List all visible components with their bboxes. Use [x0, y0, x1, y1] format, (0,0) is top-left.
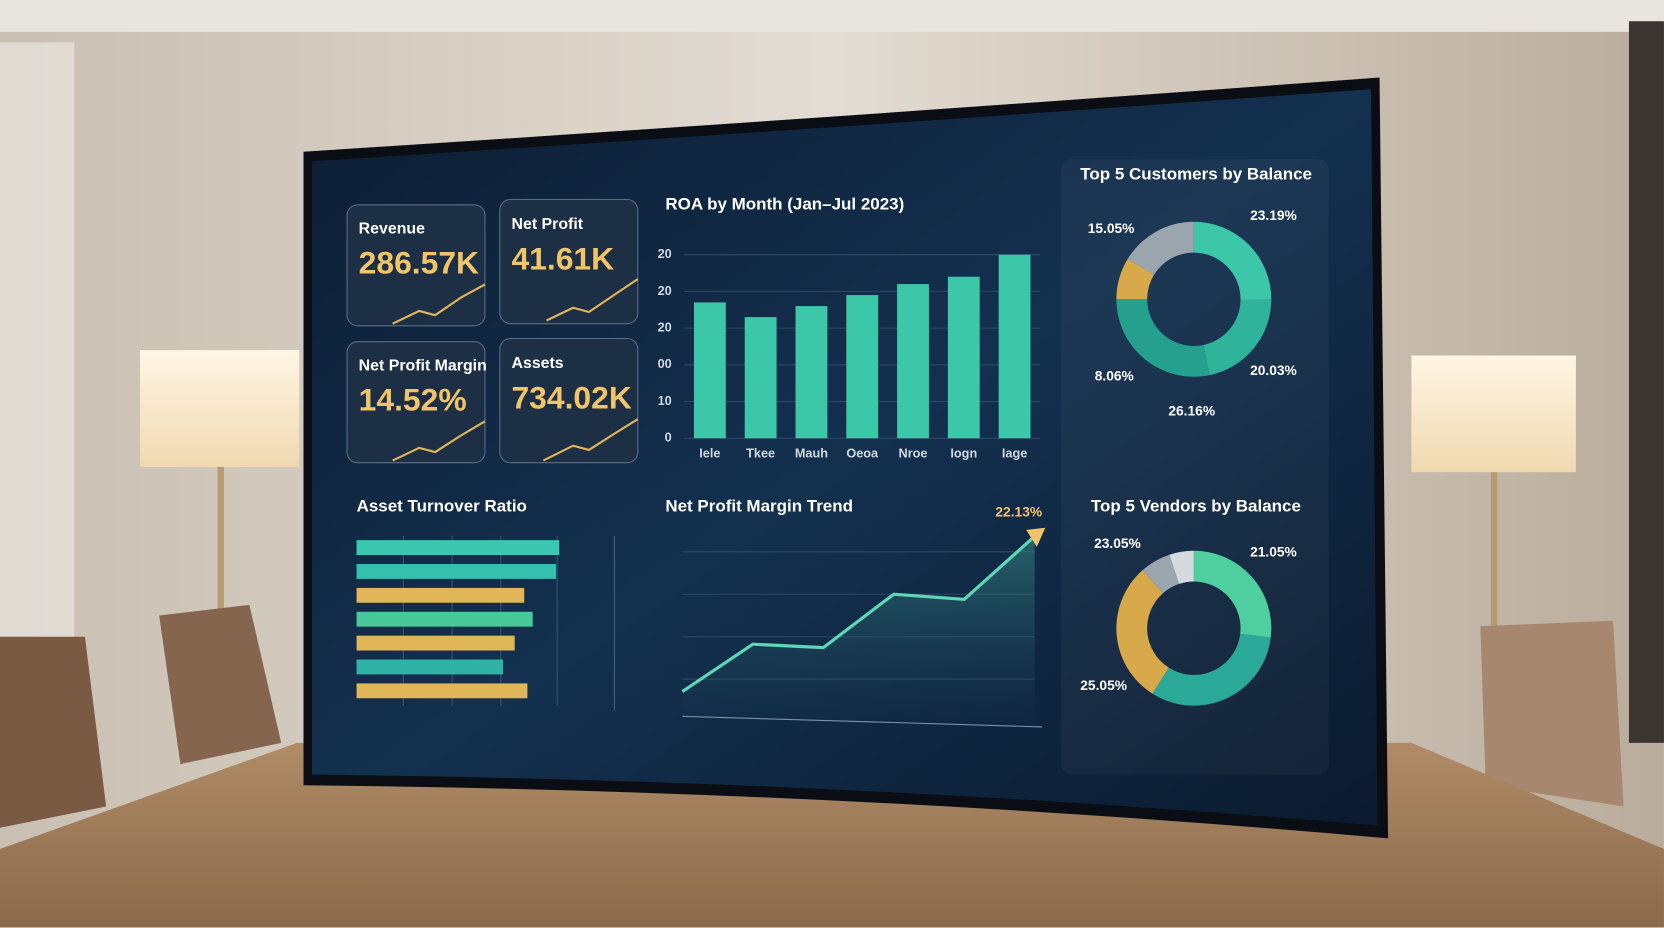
x-tick-label: Iogn	[950, 446, 977, 461]
chart-title: Asset Turnover Ratio	[357, 497, 527, 516]
door-frame	[1628, 21, 1664, 743]
data-label: 26.16%	[1168, 403, 1215, 418]
annotation: 22.13%	[995, 505, 1042, 520]
x-tick-label: Tkee	[746, 446, 775, 461]
donut-segment	[1116, 299, 1210, 377]
bar	[356, 611, 533, 627]
sparkline	[546, 278, 639, 322]
data-label: 8.06%	[1095, 368, 1134, 383]
sparkline	[392, 420, 486, 462]
donut-segment	[1193, 221, 1272, 300]
kpi-label: Assets	[511, 355, 563, 372]
ceiling	[0, 0, 1664, 32]
bar	[846, 295, 879, 439]
y-tick-label: 0	[665, 430, 672, 445]
y-tick-label: 20	[658, 246, 672, 261]
kpi-value: 14.52%	[359, 382, 467, 418]
line-baseline	[682, 715, 1043, 728]
lamp-pole	[217, 466, 224, 637]
kpi-value: 734.02K	[511, 379, 631, 415]
lamp-right	[1411, 355, 1576, 473]
lamp-left	[140, 350, 300, 467]
sparkline	[542, 418, 639, 462]
x-tick-label: Nroe	[899, 446, 928, 461]
charts: 0 10 00 20 20 20 Iele Tkee Mauh Oeoa Nroe Iogn Iage 2…	[356, 208, 1297, 722]
chair	[1480, 620, 1624, 807]
y-tick-label: 00	[658, 356, 672, 371]
bar	[356, 635, 515, 651]
bar	[744, 317, 777, 439]
y-tick-label: 20	[658, 283, 672, 298]
kpi-card: Net Profit 41.61K	[499, 198, 639, 325]
x-tick-label: Oeoa	[846, 446, 879, 461]
kpi-card: Revenue 286.57K	[346, 204, 486, 327]
y-tick-label: 20	[658, 319, 672, 334]
y-tick-label: 10	[658, 393, 672, 408]
area	[682, 536, 1035, 722]
donut-segment	[1169, 550, 1194, 584]
chair	[159, 604, 282, 765]
card	[346, 341, 486, 464]
data-label: 25.05%	[1080, 678, 1127, 693]
window	[0, 42, 75, 658]
chart-title: Net Profit Margin Trend	[665, 497, 853, 516]
x-tick-label: Mauh	[795, 446, 828, 461]
bar	[356, 587, 525, 603]
bar	[693, 302, 726, 439]
x-tick-label: Iage	[1002, 446, 1027, 461]
bar	[356, 540, 560, 556]
x-tick-label: Iele	[699, 446, 720, 461]
donut-segment	[1127, 221, 1194, 275]
donut-segment	[1116, 258, 1155, 300]
data-label: 23.19%	[1250, 208, 1297, 223]
kpi-label: Net Profit	[511, 216, 583, 233]
kpi-value: 286.57K	[359, 245, 479, 281]
chair	[0, 636, 107, 828]
sparkline	[392, 283, 486, 325]
donut-segment	[1142, 554, 1180, 594]
card	[499, 337, 639, 464]
bar	[795, 306, 828, 439]
card	[346, 204, 486, 327]
chart-title: ROA by Month (Jan–Jul 2023)	[665, 194, 904, 213]
bar	[947, 276, 980, 439]
lamp-pole	[1490, 472, 1498, 632]
bar	[356, 683, 528, 699]
kpi-label: Revenue	[359, 220, 425, 237]
kpi-card: Net Profit Margin 14.52%	[346, 341, 487, 464]
data-label: 20.03%	[1250, 363, 1297, 378]
trend-line	[681, 535, 1036, 693]
arrow-head	[1026, 527, 1046, 547]
donut-segment	[1203, 299, 1272, 376]
kpi-label: Net Profit Margin	[359, 357, 487, 374]
bar	[356, 564, 557, 579]
chart-title: Top 5 Vendors by Balance	[1091, 497, 1301, 516]
bar	[356, 659, 504, 675]
chart-title: Top 5 Customers by Balance	[1080, 165, 1312, 184]
donut-segment	[1116, 570, 1169, 694]
bar	[897, 284, 929, 439]
kpi-value: 41.61K	[511, 240, 614, 276]
bar	[998, 254, 1031, 439]
donut-segment	[1193, 550, 1272, 638]
data-label: 21.05%	[1250, 545, 1297, 560]
data-label: 23.05%	[1094, 536, 1141, 551]
data-label: 15.05%	[1088, 221, 1135, 236]
kpi-card: Assets 734.02K	[499, 337, 639, 464]
donut-segment	[1152, 633, 1271, 706]
card	[499, 198, 639, 325]
